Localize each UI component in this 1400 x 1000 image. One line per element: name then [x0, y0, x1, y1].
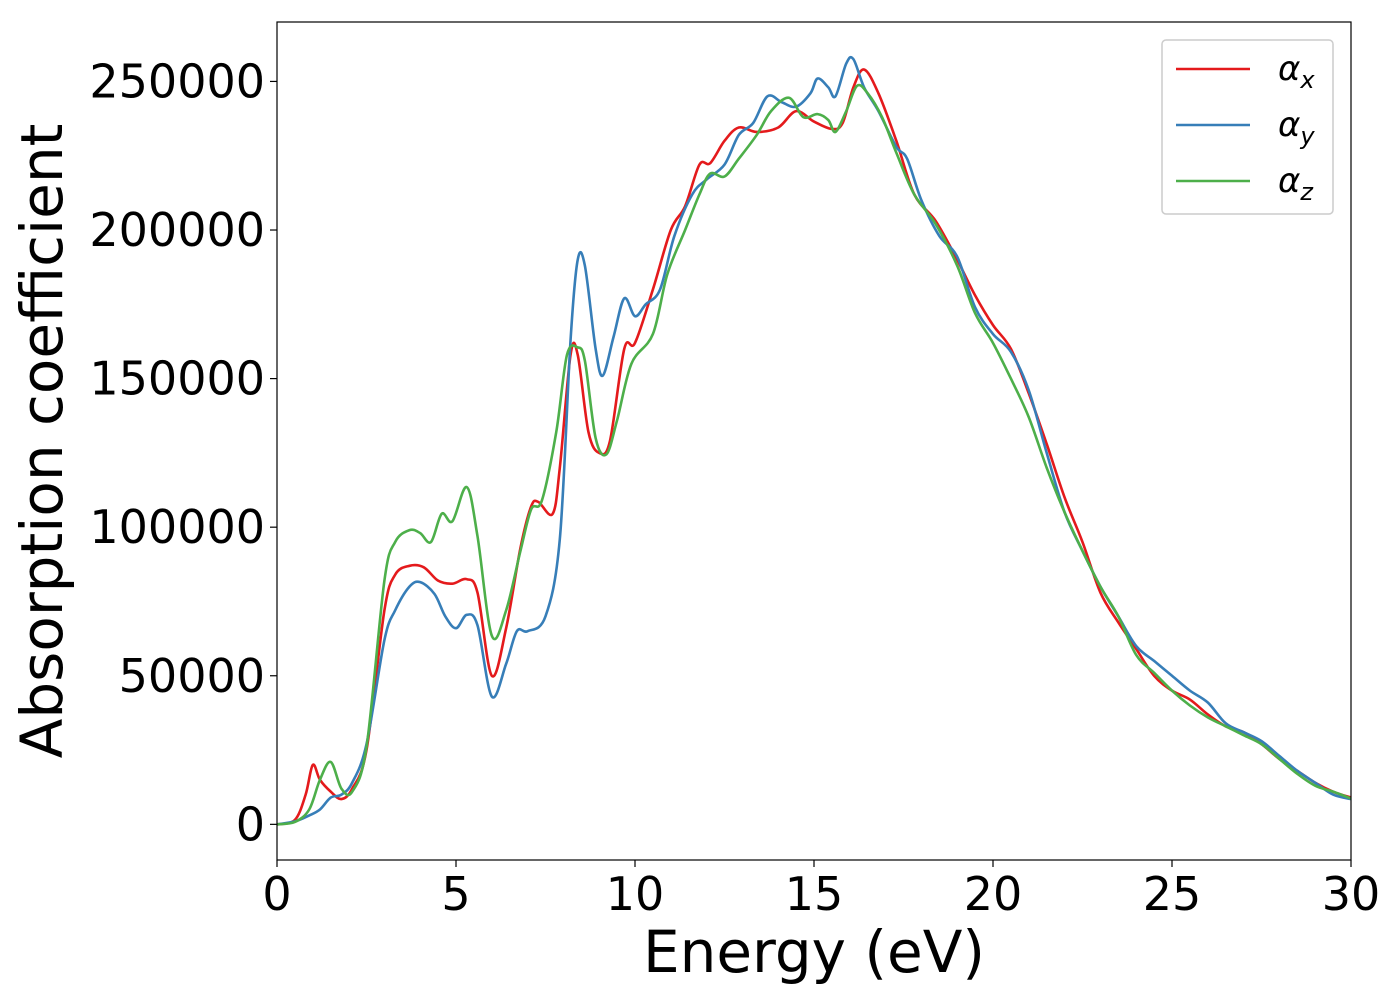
- y-tick-label: 100000: [89, 500, 265, 554]
- x-axis-ticks: 0 5 10 15 20 25 30: [262, 860, 1380, 921]
- y-tick-label: 50000: [119, 649, 265, 703]
- legend-box: [1161, 39, 1334, 215]
- x-tick-label: 30: [1322, 867, 1381, 921]
- x-tick-label: 5: [441, 867, 470, 921]
- y-tick-label: 200000: [89, 203, 265, 257]
- x-axis-label: Energy (eV): [643, 918, 985, 986]
- x-tick-label: 25: [1143, 867, 1202, 921]
- series-lines: [276, 55, 1352, 826]
- series-line-z: [276, 83, 1352, 826]
- legend-entries: αx αy αz: [1176, 49, 1315, 206]
- x-tick-label: 20: [964, 867, 1023, 921]
- x-tick-label: 15: [785, 867, 844, 921]
- y-tick-label: 250000: [89, 54, 265, 108]
- y-axis-label: Absorption coefficient: [8, 124, 76, 759]
- legend-label-y: αy: [1278, 105, 1315, 150]
- x-tick-label: 0: [262, 867, 291, 921]
- legend-label-z: αz: [1278, 161, 1314, 206]
- y-tick-label: 150000: [89, 352, 265, 406]
- x-tick-label: 10: [606, 867, 665, 921]
- legend-label-x: αx: [1278, 49, 1315, 94]
- y-axis-ticks: 0 50000 100000 150000 200000 250000: [89, 54, 277, 851]
- y-tick-label: 0: [236, 797, 265, 851]
- legend: αx αy αz: [1161, 39, 1334, 215]
- series-line-x: [276, 68, 1352, 826]
